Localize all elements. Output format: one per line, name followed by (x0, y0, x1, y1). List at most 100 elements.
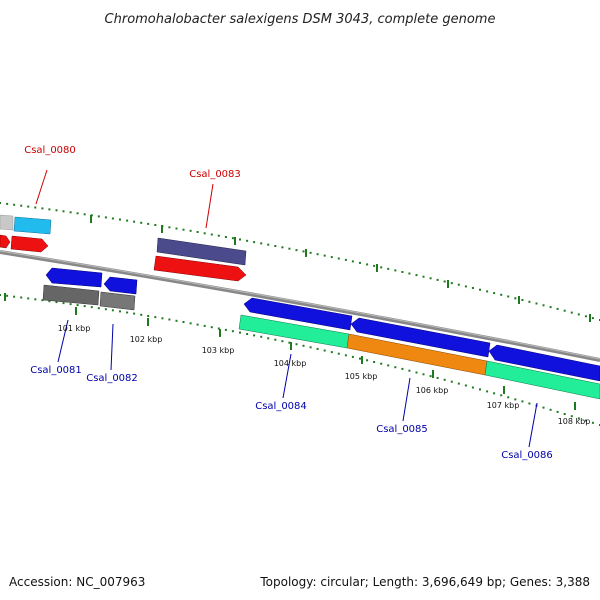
scale-dot (0, 202, 1, 204)
scale-dot (387, 364, 390, 367)
scale-dot (111, 217, 114, 220)
scale-dot (168, 318, 171, 321)
gene-feature-blue-3[interactable] (488, 344, 600, 382)
scale-dot (20, 204, 23, 207)
gene-label-csal-0085[interactable]: Csal_0085 (376, 424, 428, 435)
scale-dot (189, 229, 192, 232)
scale-dot (246, 239, 249, 242)
gene-feature-grey-1[interactable] (42, 284, 100, 306)
gene-feature-blue-2[interactable] (350, 317, 491, 358)
gene-feature-csal-0082[interactable] (103, 276, 138, 295)
scale-dot (366, 359, 369, 362)
scale-dot (380, 266, 383, 269)
scale-dot (422, 275, 425, 278)
genome-backbone (0, 250, 600, 362)
scale-dot (210, 326, 213, 329)
scale-dot (239, 331, 241, 334)
gene-label-csal-0083[interactable]: Csal_0083 (189, 169, 241, 180)
scale-dot (436, 377, 439, 379)
scale-dot (507, 295, 510, 298)
scale-dot (175, 227, 178, 230)
scale-dot (224, 236, 227, 238)
gene-feature-grey-left[interactable] (0, 214, 14, 231)
scale-dot (231, 330, 234, 333)
scale-dot (479, 388, 481, 391)
outer-scale-track (0, 202, 600, 321)
scale-dot (373, 361, 376, 363)
scale-dot (48, 208, 51, 211)
gene-feature-red-left-2[interactable] (10, 235, 49, 253)
scale-dot (464, 285, 467, 288)
scale-dot (34, 206, 37, 209)
scale-dot (316, 253, 319, 256)
scale-dot (457, 382, 460, 385)
scale-dot (457, 283, 460, 286)
scale-dot (500, 293, 503, 296)
scale-dot (563, 413, 566, 415)
scale-dot (126, 219, 129, 222)
scale-dot (189, 322, 192, 325)
scale-dot (260, 242, 263, 245)
scale-dot (302, 250, 305, 253)
scale-dot (133, 312, 136, 315)
gene-label-csal-0081[interactable]: Csal_0081 (30, 365, 82, 376)
gene-feature-csal-0081[interactable] (45, 267, 103, 288)
scale-dot (549, 306, 552, 309)
scale-dot (41, 207, 44, 210)
scale-dot (140, 313, 143, 316)
scale-dot (281, 340, 284, 343)
scale-dot (387, 267, 390, 270)
gene-feature-csal-0080[interactable] (13, 216, 52, 235)
scale-label-107: 107 kbp (487, 401, 520, 410)
scale-label-102: 102 kbp (130, 335, 163, 344)
scale-dot (231, 237, 234, 240)
gene-label-csal-0086[interactable]: Csal_0086 (501, 450, 553, 461)
scale-dot (196, 323, 199, 326)
gene-feature-red-middle[interactable] (153, 255, 247, 282)
scale-dot (224, 328, 227, 331)
scale-dot (62, 210, 65, 213)
scale-dot (267, 243, 270, 246)
scale-dot (394, 366, 397, 369)
scale-label-108: 108 kbp (558, 417, 591, 426)
scale-dot (408, 369, 411, 372)
scale-label-101: 101 kbp (58, 324, 91, 333)
scale-dot (27, 297, 30, 300)
scale-dot (443, 378, 446, 381)
scale-dot (408, 272, 411, 275)
scale-dot (288, 247, 291, 250)
scale-dot (111, 309, 114, 312)
scale-dot (486, 290, 489, 293)
gene-feature-blue-1[interactable] (243, 297, 353, 331)
scale-dot (549, 408, 552, 411)
scale-dot (55, 209, 58, 212)
scale-dot (253, 241, 256, 244)
scale-dot (351, 355, 354, 358)
scale-dot (309, 251, 312, 254)
gene-label-csal-0082[interactable]: Csal_0082 (86, 373, 138, 384)
scale-dot (471, 287, 474, 289)
scale-dot (147, 222, 150, 225)
inner-scale-track (0, 294, 600, 426)
scale-dot (203, 324, 206, 327)
gene-feature-csal-0083[interactable] (156, 237, 247, 266)
gene-label-csal-0080[interactable]: Csal_0080 (24, 145, 76, 156)
gene-label-csal-0084[interactable]: Csal_0084 (255, 401, 307, 412)
gene-feature-grey-2[interactable] (99, 291, 136, 311)
scale-dot (344, 354, 347, 357)
scale-dot (147, 315, 150, 317)
scale-dot (422, 373, 425, 376)
scale-dot (119, 218, 121, 221)
scale-dot (126, 311, 129, 314)
scale-label-106: 106 kbp (416, 386, 449, 395)
footer-summary: Topology: circular; Length: 3,696,649 bp… (259, 575, 590, 589)
gene-feature-red-left[interactable] (0, 234, 11, 249)
scale-dot (359, 357, 361, 360)
scale-dot (34, 298, 37, 301)
scale-dot (380, 362, 383, 365)
scale-dot (415, 371, 418, 374)
scale-label-105: 105 kbp (345, 372, 378, 381)
gene-feature-csal-0086[interactable] (484, 360, 600, 400)
scale-dot (97, 307, 100, 310)
